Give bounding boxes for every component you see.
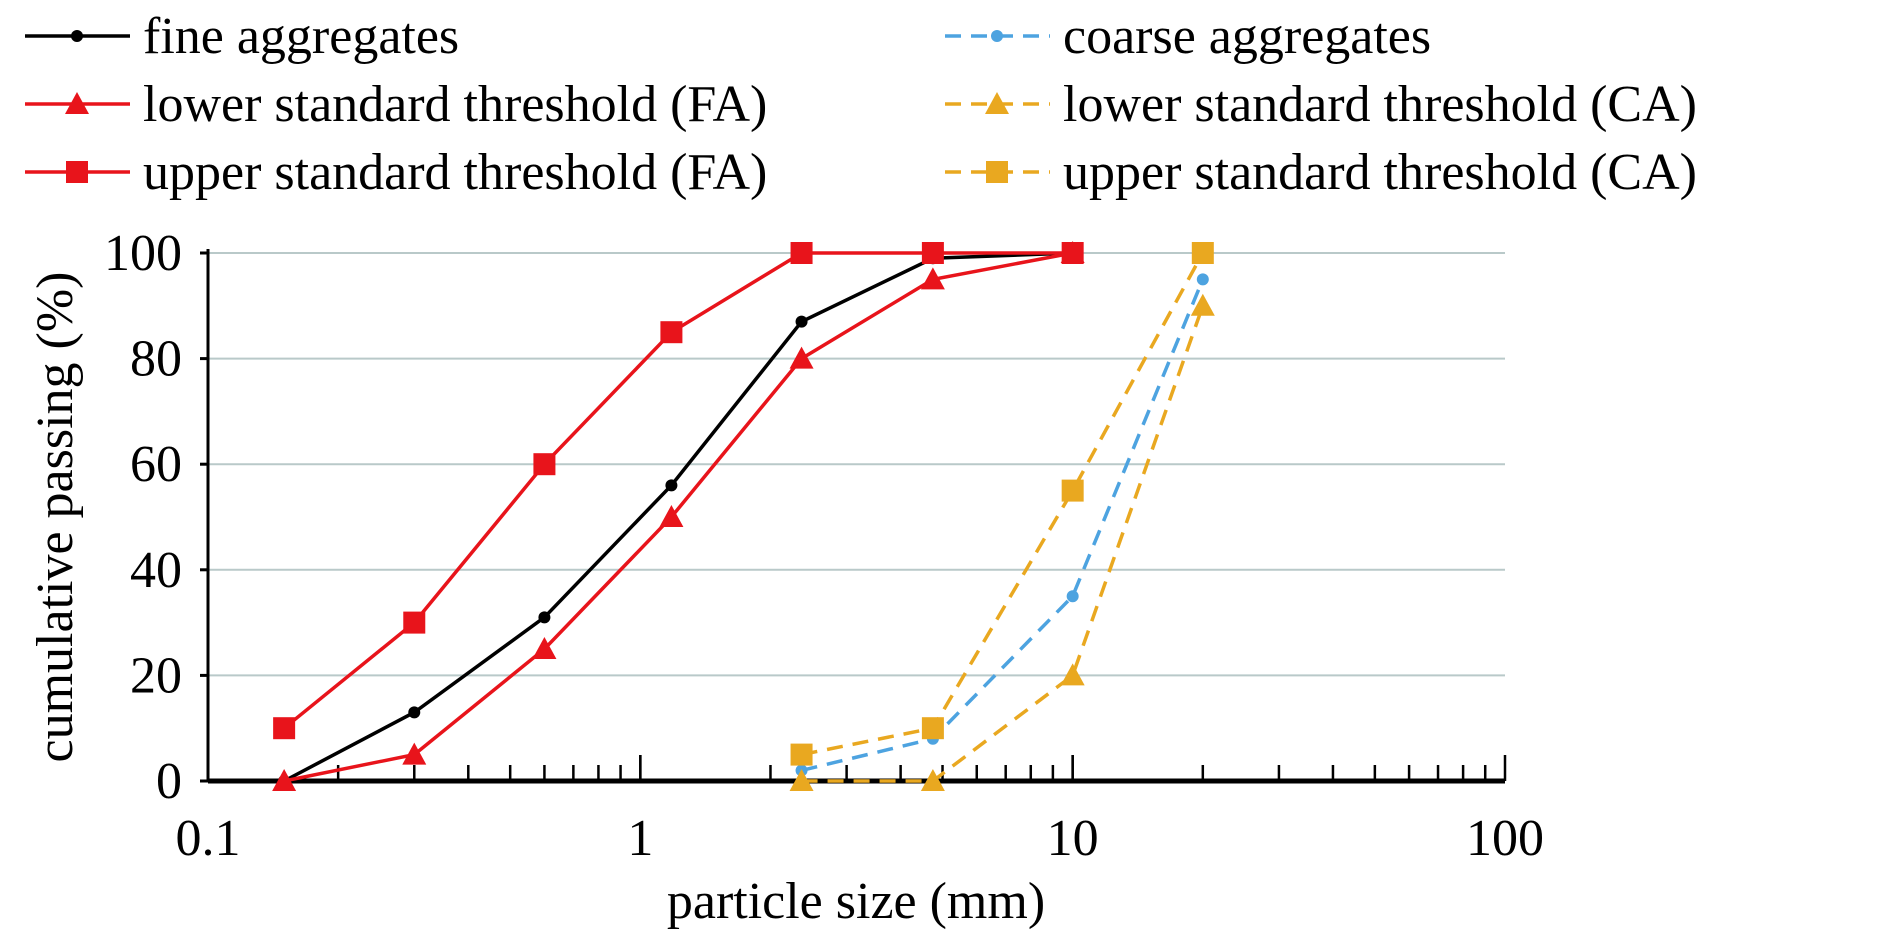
legend-label: upper standard threshold (FA) xyxy=(143,144,767,201)
series-group xyxy=(272,241,1215,791)
legend-label: upper standard threshold (CA) xyxy=(1063,144,1697,201)
series-4 xyxy=(789,293,1215,791)
x-tick-label: 10 xyxy=(1047,810,1099,867)
legend-item: upper standard threshold (CA) xyxy=(945,144,1697,201)
legend-marker xyxy=(71,30,83,42)
legend-marker xyxy=(986,161,1008,183)
legend-item: fine aggregates xyxy=(25,8,459,65)
data-point xyxy=(1196,273,1209,286)
legend-marker xyxy=(65,92,89,114)
y-tick-label: 80 xyxy=(130,331,182,388)
data-point xyxy=(920,267,945,290)
x-axis-label: particle size (mm) xyxy=(667,873,1045,930)
x-tick-label: 100 xyxy=(1466,810,1544,867)
data-point xyxy=(532,637,557,659)
data-point xyxy=(1061,242,1084,264)
legend-item: coarse aggregates xyxy=(945,8,1431,65)
data-point xyxy=(408,706,421,719)
data-point xyxy=(1190,293,1215,316)
data-point xyxy=(790,743,813,766)
data-point xyxy=(1191,242,1214,264)
data-point xyxy=(921,242,944,264)
data-point xyxy=(790,242,813,264)
x-tick-label: 1 xyxy=(627,810,653,867)
data-point xyxy=(789,346,814,369)
data-point xyxy=(920,769,945,791)
x-tick-label: 0.1 xyxy=(176,810,241,867)
data-point xyxy=(921,717,944,740)
legend: fine aggregates lower standard threshold … xyxy=(25,8,1697,201)
series-5 xyxy=(790,242,1214,766)
legend-marker xyxy=(66,161,88,183)
legend-label: lower standard threshold (CA) xyxy=(1063,76,1697,133)
data-point xyxy=(1066,590,1079,603)
data-point xyxy=(533,453,556,476)
legend-label: coarse aggregates xyxy=(1063,8,1431,65)
legend-label: lower standard threshold (FA) xyxy=(143,76,767,133)
legend-marker xyxy=(985,92,1009,114)
data-point xyxy=(403,611,426,634)
legend-label: fine aggregates xyxy=(143,8,459,65)
y-axis-label: cumulative passing (%) xyxy=(27,272,84,763)
y-tick-label: 60 xyxy=(130,436,182,493)
y-tick-label: 100 xyxy=(104,225,182,282)
y-tick-label: 0 xyxy=(156,753,182,810)
series-line xyxy=(801,252,1205,757)
y-tick-label: 40 xyxy=(130,542,182,599)
data-point xyxy=(795,315,808,328)
gridlines xyxy=(208,252,1505,677)
y-tick-label: 20 xyxy=(130,647,182,704)
data-point xyxy=(1060,663,1085,686)
legend-marker xyxy=(991,30,1003,42)
legend-item: lower standard threshold (CA) xyxy=(945,76,1697,133)
series-line xyxy=(801,305,1205,783)
series-line xyxy=(801,278,1205,773)
legend-item: lower standard threshold (FA) xyxy=(25,76,767,133)
series-3 xyxy=(795,273,1209,777)
data-point xyxy=(665,479,678,492)
data-point xyxy=(273,717,296,740)
data-point xyxy=(402,742,427,765)
data-point xyxy=(272,769,297,791)
series-2 xyxy=(273,242,1084,740)
legend-item: upper standard threshold (FA) xyxy=(25,144,767,201)
axes: 0 20 40 60 80 100 0.1 1 10 100 xyxy=(104,225,1544,867)
data-point xyxy=(789,769,814,791)
data-point xyxy=(1061,479,1084,502)
data-point xyxy=(659,505,684,527)
data-point xyxy=(660,321,683,344)
data-point xyxy=(538,611,551,624)
